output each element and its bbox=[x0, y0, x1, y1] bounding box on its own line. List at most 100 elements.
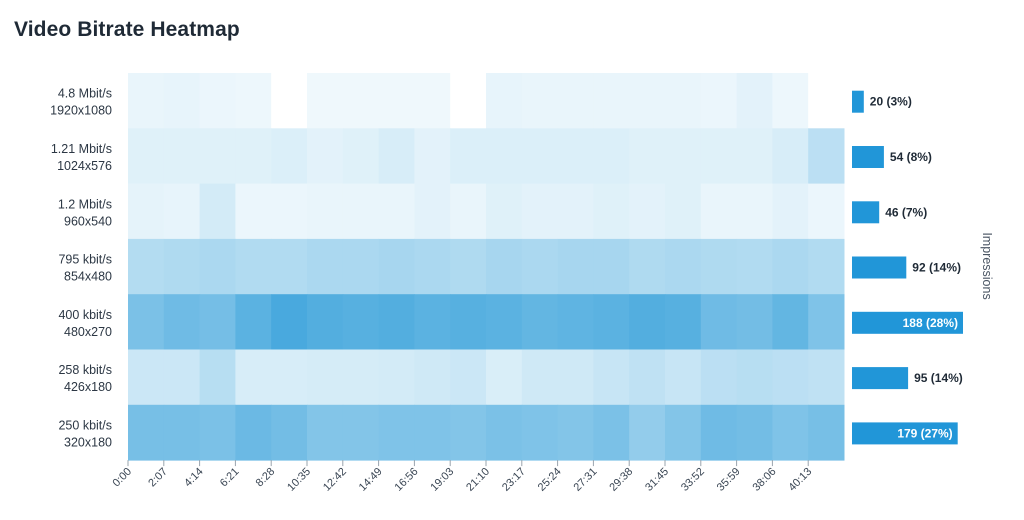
heatmap-cell bbox=[342, 404, 380, 461]
heatmap-cell bbox=[486, 128, 523, 185]
heatmap-cell bbox=[629, 73, 666, 129]
x-tick-label: 23:17 bbox=[500, 466, 528, 494]
row-label-resolution: 960x540 bbox=[64, 214, 112, 228]
heatmap-cell bbox=[342, 73, 380, 129]
heatmap-cell bbox=[557, 128, 594, 185]
x-tick-label: 2:07 bbox=[146, 466, 170, 490]
heatmap-cell bbox=[808, 183, 845, 240]
heatmap-cell bbox=[557, 73, 594, 129]
heatmap-cell bbox=[736, 73, 773, 129]
heatmap-cell bbox=[521, 238, 559, 295]
heatmap-cell bbox=[307, 128, 344, 185]
heatmap-cell bbox=[808, 349, 845, 406]
heatmap-cell bbox=[235, 404, 272, 461]
heatmap-cell bbox=[593, 404, 630, 461]
impressions-bar bbox=[852, 367, 909, 390]
heatmap-cell bbox=[128, 294, 165, 350]
row-label-resolution: 426x180 bbox=[64, 380, 112, 394]
impressions-bar-label: 46 (7%) bbox=[885, 205, 927, 219]
heatmap-cell bbox=[557, 404, 594, 461]
impressions-bar bbox=[852, 201, 880, 224]
heatmap-cell bbox=[414, 238, 451, 295]
heatmap-cell bbox=[665, 349, 702, 406]
heatmap-cell bbox=[629, 238, 666, 295]
heatmap-cell bbox=[271, 128, 308, 185]
heatmap-cell bbox=[414, 73, 451, 129]
heatmap-cell bbox=[199, 349, 236, 406]
heatmap-cell bbox=[593, 183, 630, 240]
x-axis-ticks: 0:00 2:07 4:14 6:21 8:28 10:35 12:42 14:49 16:56… bbox=[110, 460, 814, 494]
row-label-bitrate: 1.2 Mbit/s bbox=[58, 197, 112, 211]
row-label-resolution: 1920x1080 bbox=[50, 104, 112, 118]
heatmap-cell bbox=[450, 128, 487, 185]
impressions-bar bbox=[852, 90, 864, 113]
x-tick-label: 12:42 bbox=[321, 466, 349, 494]
impressions-bar bbox=[852, 256, 907, 279]
heatmap-cell bbox=[772, 238, 809, 295]
x-tick-label: 31:45 bbox=[643, 466, 671, 494]
x-tick-label: 8:28 bbox=[254, 466, 278, 490]
heatmap-cell bbox=[808, 294, 845, 350]
impressions-bar-label: 54 (8%) bbox=[890, 150, 932, 164]
heatmap-cell bbox=[342, 128, 380, 185]
heatmap-cell bbox=[342, 294, 380, 350]
heatmap-cell bbox=[163, 73, 201, 129]
x-tick-label: 21:10 bbox=[464, 466, 492, 494]
heatmap-cell bbox=[700, 404, 738, 461]
heatmap-cell bbox=[808, 73, 845, 129]
heatmap-cell bbox=[307, 183, 344, 240]
heatmap-cell bbox=[342, 238, 380, 295]
heatmap-cell bbox=[128, 128, 165, 185]
x-tick-label: 14:49 bbox=[357, 466, 385, 494]
heatmap-cell bbox=[521, 73, 559, 129]
row-label-resolution: 320x180 bbox=[64, 435, 112, 449]
heatmap-cell bbox=[521, 404, 559, 461]
impressions-bars: 20 (3%) 54 (8%) 46 (7%) 92 (14%) 188 (28%) 95… bbox=[852, 90, 963, 445]
heatmap-cell bbox=[271, 73, 308, 129]
heatmap-cell bbox=[665, 404, 702, 461]
heatmap-cell bbox=[235, 238, 272, 295]
heatmap-cell bbox=[199, 404, 236, 461]
row-label-bitrate: 250 kbit/s bbox=[58, 418, 112, 432]
heatmap-cell bbox=[414, 349, 451, 406]
heatmap-cell bbox=[772, 183, 809, 240]
heatmap-cell bbox=[378, 73, 415, 129]
heatmap-cell bbox=[271, 404, 308, 461]
x-tick-label: 38:06 bbox=[751, 466, 779, 494]
heatmap-cell bbox=[450, 73, 487, 129]
heatmap-cell bbox=[629, 183, 666, 240]
x-tick-label: 6:21 bbox=[218, 466, 242, 490]
heatmap-cell bbox=[163, 238, 201, 295]
heatmap-cell bbox=[486, 238, 523, 295]
heatmap-cell bbox=[557, 294, 594, 350]
heatmap-cell bbox=[450, 404, 487, 461]
heatmap-cell bbox=[521, 183, 559, 240]
impressions-bar-label: 20 (3%) bbox=[870, 95, 912, 109]
heatmap-cell bbox=[199, 183, 236, 240]
heatmap-cell bbox=[700, 73, 738, 129]
heatmap-cell bbox=[128, 73, 165, 129]
heatmap-cell bbox=[414, 294, 451, 350]
row-label-bitrate: 4.8 Mbit/s bbox=[58, 87, 112, 101]
impressions-axis-title: Impressions bbox=[980, 232, 994, 299]
heatmap-cell bbox=[163, 183, 201, 240]
heatmap-cell bbox=[629, 349, 666, 406]
heatmap-cell bbox=[772, 404, 809, 461]
x-tick-label: 25:24 bbox=[536, 466, 564, 494]
heatmap-cell bbox=[772, 349, 809, 406]
heatmap-cell bbox=[342, 349, 380, 406]
heatmap-cell bbox=[808, 404, 845, 461]
heatmap-cell bbox=[772, 73, 809, 129]
heatmap-cell bbox=[128, 349, 165, 406]
heatmap-cell bbox=[414, 128, 451, 185]
heatmap-cell bbox=[736, 294, 773, 350]
heatmap-cell bbox=[271, 349, 308, 406]
x-tick-label: 0:00 bbox=[110, 466, 134, 490]
heatmap-cell bbox=[593, 128, 630, 185]
heatmap-cell bbox=[736, 349, 773, 406]
impressions-bar bbox=[852, 422, 958, 445]
heatmap-cell bbox=[665, 238, 702, 295]
heatmap-cell bbox=[629, 404, 666, 461]
heatmap-cell bbox=[593, 73, 630, 129]
x-tick-label: 33:52 bbox=[679, 466, 707, 494]
